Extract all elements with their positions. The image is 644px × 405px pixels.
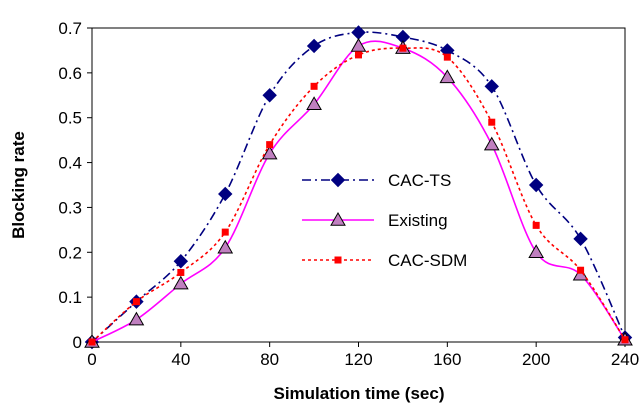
data-point (399, 44, 407, 52)
data-point (261, 145, 278, 160)
data-point (177, 268, 185, 276)
y-tick-label: 0.2 (58, 243, 82, 262)
legend-entry: CAC-SDM (302, 251, 467, 270)
data-point (221, 228, 229, 236)
data-point (306, 96, 322, 111)
series-line (91, 40, 626, 343)
y-tick-label: 0.1 (58, 288, 82, 307)
data-point (439, 69, 456, 84)
legend-entry: Existing (302, 211, 448, 230)
x-tick-label: 80 (260, 350, 279, 369)
data-point (621, 336, 629, 344)
data-point (532, 221, 540, 229)
series-cac-ts (84, 25, 633, 350)
y-tick-label: 0.7 (58, 19, 82, 38)
data-point (306, 38, 322, 54)
data-point (172, 275, 189, 290)
legend-label: CAC-SDM (388, 251, 467, 270)
series-line (91, 31, 626, 343)
data-point (528, 177, 544, 193)
data-point (577, 266, 585, 274)
data-point (573, 231, 588, 247)
y-axis-title: Blocking rate (9, 131, 28, 239)
y-tick-label: 0.3 (58, 198, 82, 217)
data-point (443, 53, 451, 61)
x-tick-label: 0 (87, 350, 96, 369)
legend-marker (330, 211, 346, 226)
x-tick-label: 160 (433, 350, 461, 369)
data-point (488, 118, 496, 126)
legend-label: Existing (388, 211, 448, 230)
series-line (91, 47, 626, 343)
data-point (483, 136, 500, 151)
x-tick-label: 120 (344, 350, 372, 369)
data-point (88, 338, 96, 346)
data-point (128, 311, 145, 326)
data-point (132, 298, 140, 306)
legend-label: CAC-TS (388, 171, 451, 190)
y-tick-label: 0 (73, 333, 82, 352)
axes: 0 40 80 120 160 200 240 0 0.1 0.2 0.3 0.4 0.5 0.6 0.7 (58, 19, 639, 369)
x-tick-label: 240 (611, 350, 639, 369)
data-point (350, 37, 367, 52)
data-point (262, 88, 277, 103)
data-point (484, 79, 499, 94)
x-tick-label: 200 (522, 350, 550, 369)
plot-frame (91, 27, 626, 343)
legend-marker (330, 172, 346, 188)
y-tick-label: 0.6 (58, 64, 82, 83)
y-tick-label: 0.4 (58, 154, 82, 173)
data-point (173, 254, 189, 269)
y-tick-label: 0.5 (58, 109, 82, 128)
data-point (218, 186, 233, 202)
series-cac-sdm (88, 44, 629, 346)
data-point (266, 141, 274, 149)
data-point (355, 51, 362, 59)
x-axis-title: Simulation time (sec) (274, 384, 445, 403)
series-existing (84, 37, 633, 348)
data-point (528, 244, 545, 259)
legend: CAC-TS Existing CAC-SDM (302, 171, 467, 270)
data-point (310, 82, 318, 90)
data-point (217, 239, 234, 254)
legend-entry: CAC-TS (302, 171, 451, 190)
legend-marker (334, 256, 342, 264)
x-tick-label: 40 (171, 350, 190, 369)
series-layer (84, 25, 633, 350)
